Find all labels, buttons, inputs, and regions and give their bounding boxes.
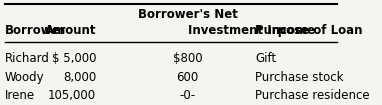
- Text: Borrower's Net: Borrower's Net: [138, 8, 238, 21]
- Text: Investment Income: Investment Income: [188, 24, 315, 37]
- Text: Amount: Amount: [45, 24, 96, 37]
- Text: Borrower: Borrower: [5, 24, 66, 37]
- Text: Irene: Irene: [5, 89, 35, 102]
- Text: $ 5,000: $ 5,000: [52, 52, 96, 65]
- Text: 600: 600: [176, 71, 199, 83]
- Text: 105,000: 105,000: [48, 89, 96, 102]
- Text: 8,000: 8,000: [63, 71, 96, 83]
- Text: Woody: Woody: [5, 71, 44, 83]
- Text: $800: $800: [173, 52, 202, 65]
- Text: Purchase stock: Purchase stock: [255, 71, 344, 83]
- Text: Purpose of Loan: Purpose of Loan: [255, 24, 363, 37]
- Text: Richard: Richard: [5, 52, 50, 65]
- Text: Gift: Gift: [255, 52, 277, 65]
- Text: -0-: -0-: [180, 89, 196, 102]
- Text: Purchase residence: Purchase residence: [255, 89, 370, 102]
